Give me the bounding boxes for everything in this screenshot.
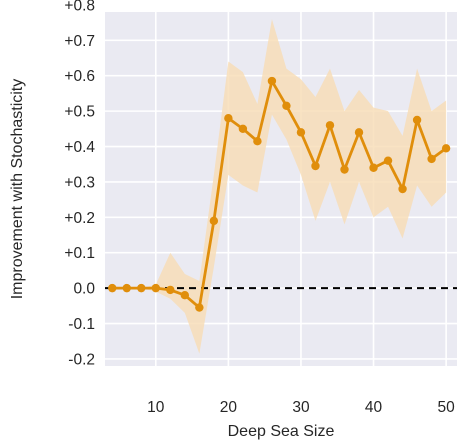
data-point xyxy=(209,216,219,226)
data-point xyxy=(108,283,117,293)
data-point xyxy=(180,291,190,300)
x-tick-labels: 10 20 30 40 50 xyxy=(147,399,455,416)
data-point xyxy=(151,283,161,293)
data-point xyxy=(441,144,451,153)
data-point xyxy=(354,128,364,137)
y-tick-label: +0.2 xyxy=(64,210,95,227)
data-point xyxy=(282,101,291,111)
confidence-band xyxy=(112,19,447,354)
x-tick-label: 30 xyxy=(292,399,310,416)
data-point xyxy=(137,283,146,293)
y-tick-label: 0.0 xyxy=(73,281,95,298)
series-points xyxy=(108,76,451,312)
x-tick-label: 10 xyxy=(147,399,165,416)
data-point xyxy=(427,154,436,164)
y-axis-label: Improvement with Stochasticity xyxy=(9,79,26,300)
y-tick-label: -0.1 xyxy=(68,316,95,333)
y-tick-label: +0.7 xyxy=(64,33,95,50)
x-axis-label: Deep Sea Size xyxy=(228,423,335,440)
y-tick-label: +0.8 xyxy=(64,0,95,14)
data-point xyxy=(412,115,422,125)
y-tick-label: +0.6 xyxy=(64,68,95,85)
y-tick-label: +0.4 xyxy=(64,139,95,156)
y-tick-labels: -0.2 -0.1 0.0 +0.1 +0.2 +0.3 +0.4 +0.5 +0.6 +0.7 +… xyxy=(64,0,95,368)
data-point xyxy=(369,163,378,172)
data-point xyxy=(122,283,131,293)
data-point xyxy=(340,165,349,174)
y-tick-label: +0.1 xyxy=(64,245,95,262)
data-point xyxy=(383,156,393,165)
y-tick-label: +0.3 xyxy=(64,174,95,191)
data-point xyxy=(238,124,248,134)
data-point xyxy=(398,184,407,194)
data-point xyxy=(296,128,306,137)
y-tick-label: -0.2 xyxy=(68,351,95,368)
data-point xyxy=(325,121,335,130)
data-point xyxy=(311,161,320,171)
confidence-band-area xyxy=(112,19,447,354)
x-tick-label: 40 xyxy=(365,399,383,416)
data-point xyxy=(224,114,233,123)
x-tick-label: 20 xyxy=(220,399,238,416)
data-point xyxy=(195,303,204,312)
data-point xyxy=(166,285,175,295)
data-point xyxy=(267,76,277,86)
x-tick-label: 50 xyxy=(437,399,455,416)
y-tick-label: +0.5 xyxy=(64,104,95,121)
data-point xyxy=(253,137,262,146)
